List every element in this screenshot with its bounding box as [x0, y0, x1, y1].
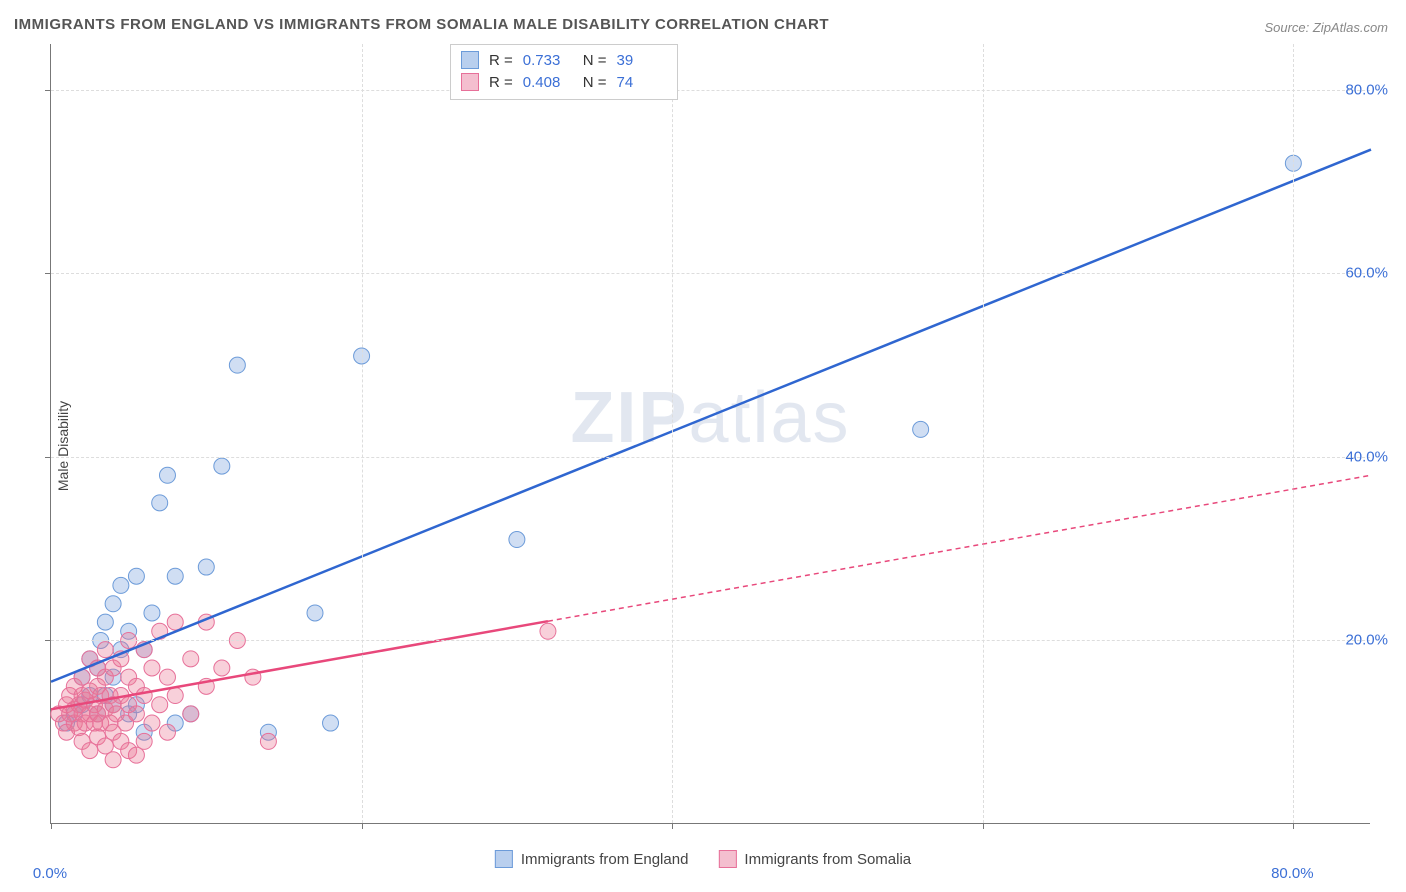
data-point [159, 669, 175, 685]
y-tick-label: 80.0% [1345, 81, 1388, 98]
r-value: 0.408 [523, 74, 573, 91]
legend-swatch [461, 73, 479, 91]
x-tick-label: 80.0% [1271, 865, 1314, 882]
data-point [307, 605, 323, 621]
data-point [214, 458, 230, 474]
legend-stat-row: R = 0.408 N = 74 [461, 71, 667, 93]
r-label: R = [489, 74, 513, 91]
correlation-legend: R = 0.733 N = 39 R = 0.408 N = 74 [450, 44, 678, 100]
n-value: 74 [617, 74, 667, 91]
data-point [214, 660, 230, 676]
gridline-horizontal [51, 273, 1370, 274]
data-point [167, 568, 183, 584]
legend-stat-row: R = 0.733 N = 39 [461, 49, 667, 71]
data-point [136, 688, 152, 704]
gridline-vertical [1293, 44, 1294, 823]
legend-series-label: Immigrants from England [521, 851, 689, 868]
chart-container: IMMIGRANTS FROM ENGLAND VS IMMIGRANTS FR… [0, 0, 1406, 892]
data-point [105, 752, 121, 768]
legend-swatch [495, 850, 513, 868]
data-point [913, 421, 929, 437]
gridline-horizontal [51, 90, 1370, 91]
data-point [198, 559, 214, 575]
data-point [128, 706, 144, 722]
gridline-vertical [672, 44, 673, 823]
legend-series-item: Immigrants from England [495, 850, 689, 868]
n-value: 39 [617, 52, 667, 69]
r-label: R = [489, 52, 513, 69]
legend-swatch [461, 51, 479, 69]
data-point [152, 697, 168, 713]
gridline-vertical [983, 44, 984, 823]
r-value: 0.733 [523, 52, 573, 69]
chart-title: IMMIGRANTS FROM ENGLAND VS IMMIGRANTS FR… [14, 16, 829, 33]
n-label: N = [583, 52, 607, 69]
data-point [183, 706, 199, 722]
y-tick-label: 60.0% [1345, 265, 1388, 282]
data-point [105, 596, 121, 612]
gridline-horizontal [51, 640, 1370, 641]
plot-svg [51, 44, 1370, 823]
data-point [136, 733, 152, 749]
legend-series-item: Immigrants from Somalia [718, 850, 911, 868]
data-point [323, 715, 339, 731]
data-point [159, 467, 175, 483]
series-legend: Immigrants from England Immigrants from S… [495, 850, 911, 868]
data-point [113, 577, 129, 593]
data-point [128, 568, 144, 584]
gridline-horizontal [51, 457, 1370, 458]
n-label: N = [583, 74, 607, 91]
data-point [167, 614, 183, 630]
data-point [260, 733, 276, 749]
legend-series-label: Immigrants from Somalia [744, 851, 911, 868]
plot-area: ZIPatlas [50, 44, 1370, 824]
data-point [152, 495, 168, 511]
gridline-vertical [362, 44, 363, 823]
data-point [540, 623, 556, 639]
data-point [97, 642, 113, 658]
data-point [159, 724, 175, 740]
data-point [97, 614, 113, 630]
y-tick-label: 40.0% [1345, 448, 1388, 465]
data-point [144, 605, 160, 621]
trend-line [51, 150, 1371, 682]
data-point [183, 651, 199, 667]
data-point [167, 688, 183, 704]
data-point [509, 532, 525, 548]
data-point [144, 660, 160, 676]
y-tick-label: 20.0% [1345, 632, 1388, 649]
legend-swatch [718, 850, 736, 868]
data-point [229, 357, 245, 373]
data-point [144, 715, 160, 731]
x-tick-label: 0.0% [33, 865, 67, 882]
chart-source: Source: ZipAtlas.com [1264, 20, 1388, 35]
